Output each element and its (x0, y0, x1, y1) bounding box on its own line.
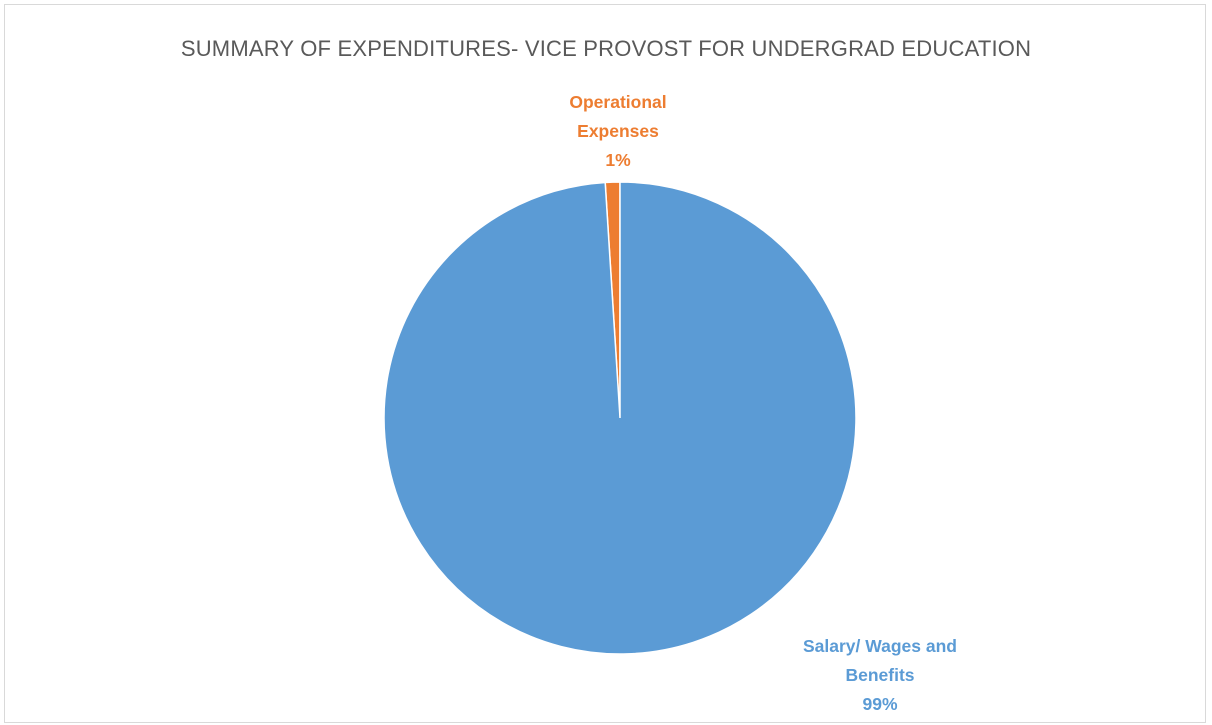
data-label-1: Salary/ Wages and Benefits 99% (803, 636, 957, 714)
chart-title: SUMMARY OF EXPENDITURES- VICE PROVOST FO… (180, 36, 1032, 61)
data-label-line: Operational (569, 92, 666, 112)
data-label-line: Benefits (845, 665, 914, 685)
data-label-line: Expenses (577, 121, 659, 141)
pie-slices (383, 181, 857, 655)
data-label-line: 1% (605, 150, 631, 170)
pie-slice-salary-wages-and-benefits (383, 181, 857, 655)
pie-data-labels: Operational Expenses 1% Salary/ Wages and Be… (569, 92, 957, 714)
data-label-0: Operational Expenses 1% (569, 92, 666, 170)
data-label-line: Salary/ Wages and (803, 636, 957, 656)
data-label-line: 99% (862, 694, 897, 714)
